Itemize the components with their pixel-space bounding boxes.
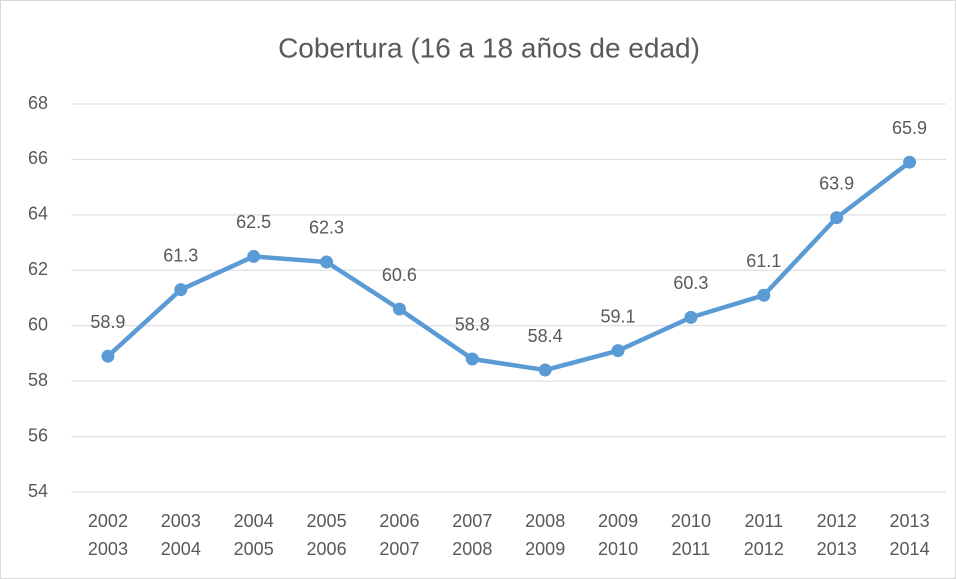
x-tick-label: 2005 — [307, 511, 347, 531]
y-tick-label: 60 — [28, 314, 48, 334]
data-label: 62.3 — [309, 218, 344, 238]
x-tick-label: 2004 — [234, 511, 274, 531]
y-tick-label: 66 — [28, 148, 48, 168]
x-tick-label: 2007 — [379, 539, 419, 559]
point — [611, 344, 625, 358]
x-tick-label: 2006 — [307, 539, 347, 559]
x-tick-label: 2011 — [672, 539, 711, 559]
x-tick-label: 2013 — [817, 539, 857, 559]
data-label: 61.3 — [163, 245, 198, 265]
x-tick-label: 2010 — [598, 539, 638, 559]
x-tick-label: 2005 — [234, 539, 274, 559]
data-label: 58.4 — [528, 326, 563, 346]
x-tick-label: 2008 — [525, 511, 565, 531]
x-tick-label: 2009 — [598, 511, 638, 531]
point — [538, 363, 552, 377]
x-tick-label: 2009 — [525, 539, 565, 559]
y-tick-label: 54 — [28, 481, 48, 501]
data-label: 58.9 — [90, 312, 125, 332]
x-tick-label: 2003 — [88, 539, 128, 559]
line — [106, 160, 911, 373]
data-label: 58.8 — [455, 315, 490, 335]
data-label: 60.3 — [673, 273, 708, 293]
point — [465, 352, 479, 366]
x-tick-label: 2004 — [161, 539, 201, 559]
point — [392, 302, 406, 316]
point — [903, 155, 917, 169]
y-tick-label: 68 — [28, 93, 48, 113]
y-tick-label: 56 — [28, 425, 48, 445]
point — [684, 310, 698, 324]
y-tick-label: 58 — [28, 370, 48, 390]
point — [174, 283, 188, 297]
x-tick-label: 2014 — [890, 539, 930, 559]
x-tick-label: 2006 — [379, 511, 419, 531]
point — [757, 288, 771, 302]
data-label: 61.1 — [746, 251, 781, 271]
y-tick-label: 64 — [28, 204, 48, 224]
x-tick-label: 2008 — [452, 539, 492, 559]
point — [247, 249, 261, 263]
y-tick-label: 62 — [28, 259, 48, 279]
point — [830, 211, 844, 225]
x-tick-label: 2011 — [744, 511, 783, 531]
x-tick-label: 2010 — [671, 511, 711, 531]
x-tick-label: 2007 — [452, 511, 492, 531]
chart-title: Cobertura (16 a 18 años de edad) — [278, 32, 700, 63]
data-label: 60.6 — [382, 265, 417, 285]
data-label: 65.9 — [892, 118, 927, 138]
x-tick-label: 2012 — [744, 539, 784, 559]
data-label: 59.1 — [601, 306, 636, 326]
x-tick-label: 2012 — [817, 511, 857, 531]
point — [320, 255, 334, 269]
data-label: 62.5 — [236, 212, 271, 232]
point — [101, 349, 115, 363]
x-tick-label: 2002 — [88, 511, 128, 531]
x-tick-label: 2013 — [890, 511, 930, 531]
x-tick-label: 2003 — [161, 511, 201, 531]
data-label: 63.9 — [819, 173, 854, 193]
